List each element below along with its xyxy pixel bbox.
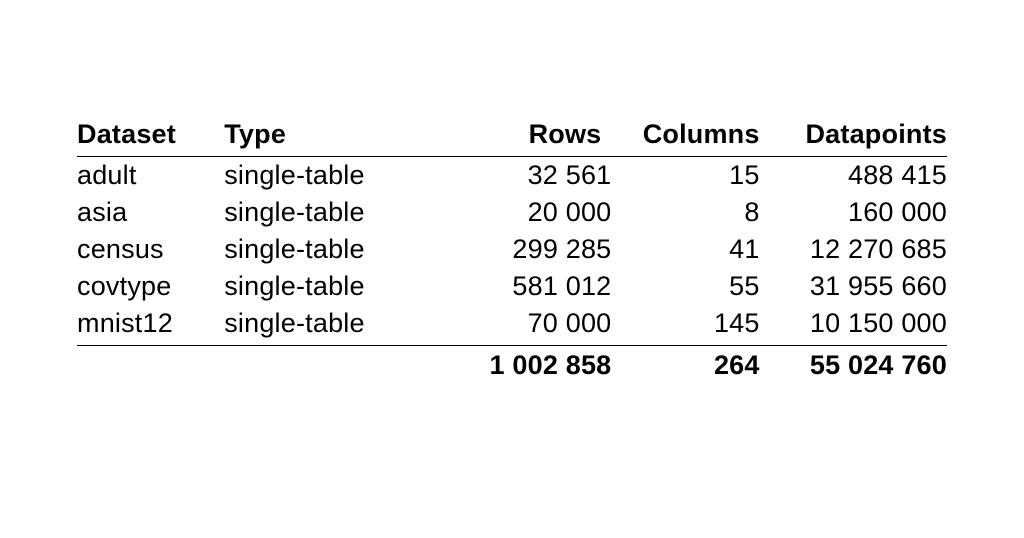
cell-datapoints: 12 270 685	[760, 231, 947, 268]
col-header-columns: Columns	[611, 115, 759, 157]
cell-dataset: adult	[77, 157, 224, 195]
table-row: mnist12 single-table 70 000 145 10 150 0…	[77, 305, 947, 346]
cell-rows: 32 561	[418, 157, 612, 195]
totals-type	[224, 346, 418, 385]
cell-columns: 41	[611, 231, 759, 268]
table-totals-row: 1 002 858 264 55 024 760	[77, 346, 947, 385]
cell-rows: 70 000	[418, 305, 612, 346]
cell-dataset: mnist12	[77, 305, 224, 346]
cell-datapoints: 10 150 000	[760, 305, 947, 346]
dataset-stats-table: Dataset Type Rows Columns Datapoints adu…	[77, 115, 947, 384]
totals-columns: 264	[611, 346, 759, 385]
cell-datapoints: 31 955 660	[760, 268, 947, 305]
cell-columns: 55	[611, 268, 759, 305]
cell-type: single-table	[224, 231, 418, 268]
cell-columns: 15	[611, 157, 759, 195]
cell-type: single-table	[224, 157, 418, 195]
cell-dataset: covtype	[77, 268, 224, 305]
table-row: asia single-table 20 000 8 160 000	[77, 194, 947, 231]
cell-type: single-table	[224, 305, 418, 346]
col-header-datapoints: Datapoints	[760, 115, 947, 157]
col-header-rows: Rows	[418, 115, 612, 157]
cell-type: single-table	[224, 268, 418, 305]
totals-datapoints: 55 024 760	[760, 346, 947, 385]
table-row: census single-table 299 285 41 12 270 68…	[77, 231, 947, 268]
table-row: covtype single-table 581 012 55 31 955 6…	[77, 268, 947, 305]
cell-type: single-table	[224, 194, 418, 231]
col-header-type: Type	[224, 115, 418, 157]
cell-dataset: asia	[77, 194, 224, 231]
cell-columns: 145	[611, 305, 759, 346]
cell-dataset: census	[77, 231, 224, 268]
dataset-stats-table-container: Dataset Type Rows Columns Datapoints adu…	[77, 115, 947, 384]
totals-rows: 1 002 858	[418, 346, 612, 385]
cell-rows: 581 012	[418, 268, 612, 305]
cell-rows: 299 285	[418, 231, 612, 268]
table-row: adult single-table 32 561 15 488 415	[77, 157, 947, 195]
col-header-dataset: Dataset	[77, 115, 224, 157]
cell-datapoints: 488 415	[760, 157, 947, 195]
cell-columns: 8	[611, 194, 759, 231]
table-header-row: Dataset Type Rows Columns Datapoints	[77, 115, 947, 157]
cell-rows: 20 000	[418, 194, 612, 231]
totals-dataset	[77, 346, 224, 385]
cell-datapoints: 160 000	[760, 194, 947, 231]
